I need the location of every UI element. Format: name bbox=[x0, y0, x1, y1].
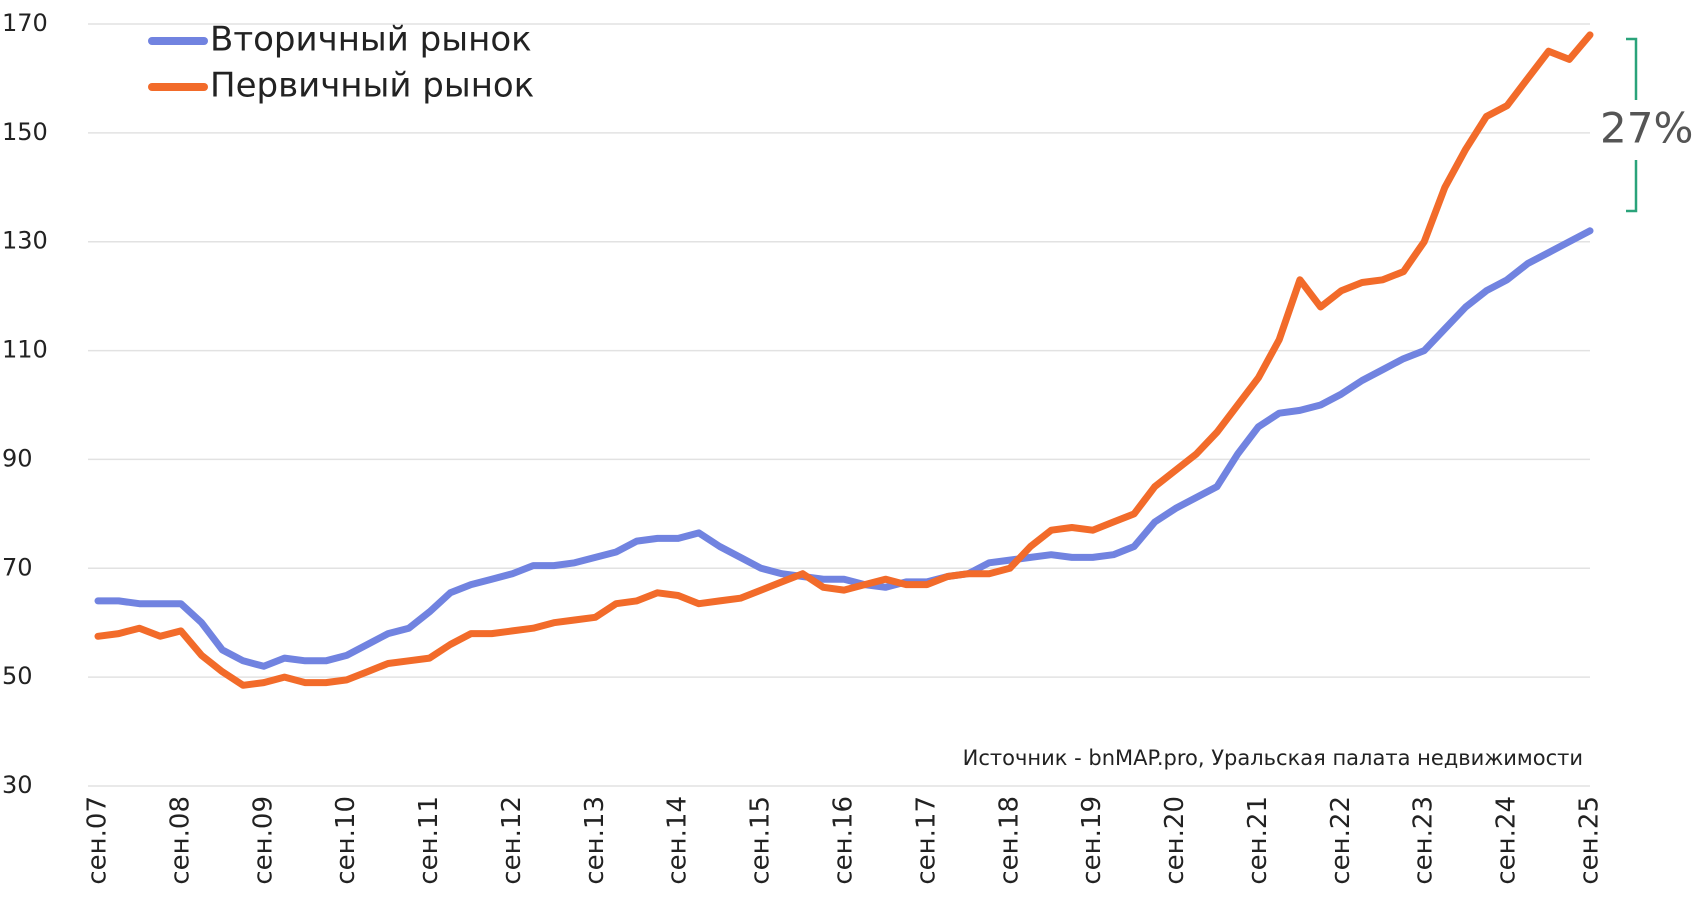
x-tick-label: сен.15 bbox=[746, 796, 776, 885]
x-tick-label: сен.11 bbox=[414, 796, 444, 885]
y-tick-label: 170 bbox=[2, 9, 48, 37]
x-tick-label: сен.20 bbox=[1160, 796, 1190, 885]
y-tick-label: 30 bbox=[2, 771, 33, 799]
x-tick-label: сен.17 bbox=[911, 796, 941, 885]
x-tick-label: сен.18 bbox=[994, 796, 1024, 885]
annotation: 27% bbox=[1600, 104, 1693, 153]
x-tick-label: сен.19 bbox=[1077, 796, 1107, 885]
x-tick-label: сен.25 bbox=[1575, 796, 1605, 885]
y-tick-label: 130 bbox=[2, 227, 48, 255]
legend-label: Первичный рынок bbox=[210, 66, 534, 106]
x-tick-label: сен.08 bbox=[165, 796, 195, 885]
bracket-gap bbox=[1600, 100, 1703, 160]
series-line bbox=[94, 227, 1594, 670]
x-tick-label: сен.14 bbox=[663, 796, 693, 885]
x-tick-label: сен.07 bbox=[83, 796, 113, 885]
x-tick-label: сен.13 bbox=[580, 796, 610, 885]
x-tick-label: сен.24 bbox=[1492, 796, 1522, 885]
y-tick-label: 110 bbox=[2, 336, 48, 364]
x-tick-label: сен.21 bbox=[1243, 796, 1273, 885]
legend-label: Вторичный рынок bbox=[210, 20, 532, 60]
series-line bbox=[94, 31, 1594, 689]
y-tick-label: 90 bbox=[2, 444, 33, 472]
x-tick-label: сен.09 bbox=[248, 796, 278, 885]
y-tick-label: 70 bbox=[2, 553, 33, 581]
x-tick-label: сен.23 bbox=[1409, 796, 1439, 885]
source: Источник - bnMAP.pro, Уральская палата н… bbox=[963, 746, 1583, 770]
x-tick-label: сен.12 bbox=[497, 796, 527, 885]
x-tick-label: сен.10 bbox=[331, 796, 361, 885]
y-tick-label: 150 bbox=[2, 118, 48, 146]
y-tick-label: 50 bbox=[2, 662, 33, 690]
x-tick-label: сен.22 bbox=[1326, 796, 1356, 885]
x-tick-label: сен.16 bbox=[829, 796, 859, 885]
